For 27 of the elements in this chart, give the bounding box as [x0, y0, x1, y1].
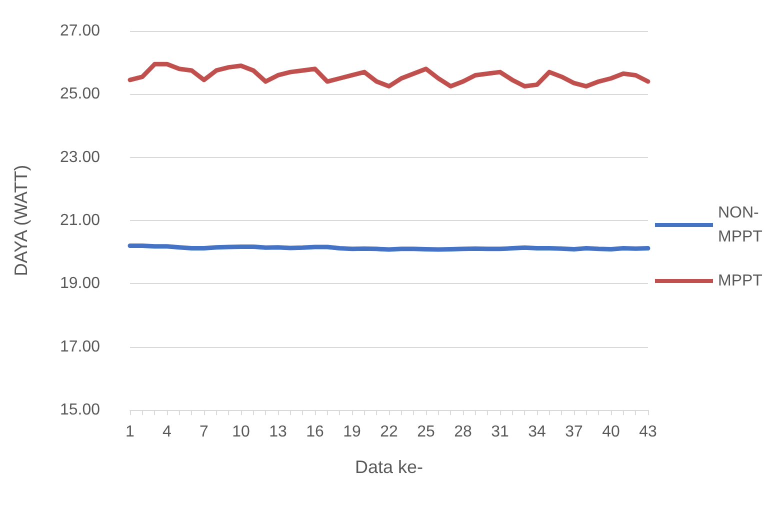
x-tick-label: 31: [491, 424, 509, 440]
legend-label: MPPT: [718, 272, 763, 290]
x-tick-label: 1: [126, 424, 135, 440]
y-tick-label: 27.00: [60, 22, 100, 40]
x-tick-label: 25: [417, 424, 435, 440]
y-tick-label: 21.00: [60, 212, 100, 229]
y-tick-label: 17.00: [60, 338, 100, 356]
x-tick-label: 10: [232, 424, 250, 440]
y-tick-label: 15.00: [60, 402, 100, 418]
legend-label: NON-MPPT: [718, 204, 763, 246]
x-tick-label: 22: [380, 424, 398, 440]
y-tick-label: 23.00: [60, 148, 100, 166]
x-tick-label: 28: [454, 424, 472, 440]
x-tick-label: 19: [343, 424, 361, 440]
y-tick-label: 25.00: [60, 86, 100, 103]
x-tick-label: 43: [639, 424, 657, 440]
x-tick-label: 13: [269, 424, 287, 440]
x-tick-label: 7: [200, 424, 209, 440]
x-axis-title: Data ke-: [354, 457, 424, 477]
x-tick-label: 16: [306, 424, 324, 440]
x-tick-label: 40: [602, 424, 620, 440]
x-tick-label: 34: [528, 424, 546, 440]
line-series: [128, 62, 650, 89]
x-tick-label: 37: [565, 424, 583, 440]
y-axis-title: DAYA (WATT): [11, 164, 31, 276]
y-tick-label: 19.00: [60, 275, 100, 292]
x-tick-label: 4: [162, 424, 172, 440]
